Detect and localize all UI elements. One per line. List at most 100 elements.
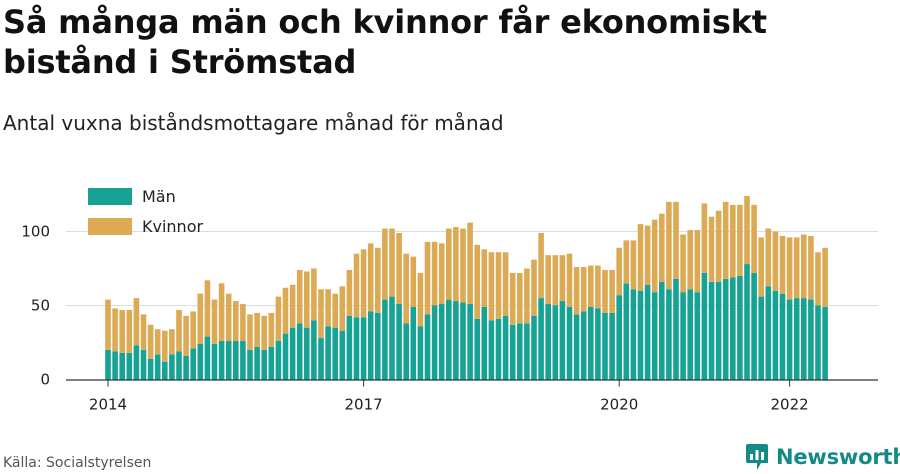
newsworthy-logo-icon <box>746 444 768 470</box>
bar-women <box>616 247 622 296</box>
bar-women <box>424 241 431 315</box>
bar-women <box>722 201 729 279</box>
bar-men <box>453 301 459 380</box>
bar-men <box>616 295 622 380</box>
legend-swatch-men <box>88 188 132 205</box>
bar-women <box>360 249 367 318</box>
bar-women <box>268 312 275 347</box>
bar-men <box>552 305 559 380</box>
bar-women <box>289 284 296 328</box>
bar-women <box>715 210 722 282</box>
bar-women <box>566 253 573 307</box>
bar-men <box>218 341 225 380</box>
axes: 0 50 100 2014 2017 2020 2022 <box>21 223 878 414</box>
bar-women <box>133 298 140 346</box>
bar-men <box>751 272 757 380</box>
bar-men <box>119 352 125 380</box>
stacked-bar-chart: 0 50 100 2014 2017 2020 2022 Män Kvinnor <box>21 187 878 414</box>
bar-women <box>254 312 260 347</box>
bar-women <box>708 216 715 282</box>
bar-men <box>651 292 658 380</box>
bar-men <box>339 330 346 380</box>
bar-women <box>659 213 665 282</box>
brand-name: Newsworthy <box>776 445 900 469</box>
bar-men <box>169 354 175 380</box>
bar-women <box>687 230 693 290</box>
bar-men <box>488 320 495 380</box>
bar-men <box>389 296 395 380</box>
bar-women <box>183 315 189 356</box>
bar-men <box>382 299 388 380</box>
bar-men <box>666 289 672 380</box>
bar-men <box>318 338 324 380</box>
bar-men <box>737 275 743 380</box>
bar-men <box>744 264 750 380</box>
bar-men <box>424 314 431 380</box>
bar-women <box>637 224 644 291</box>
bar-women <box>531 259 537 316</box>
bar-men <box>822 306 828 380</box>
bar-women <box>225 293 232 342</box>
bar-women <box>545 255 551 305</box>
bar-men <box>247 349 253 380</box>
bar-women <box>140 314 147 350</box>
x-tick-label: 2017 <box>345 396 383 414</box>
bar-men <box>112 351 118 380</box>
bar-women <box>247 314 253 350</box>
bar-women <box>112 308 118 352</box>
bar-men <box>446 299 452 380</box>
bar-women <box>580 267 587 312</box>
bar-women <box>438 243 445 305</box>
x-tick-label: 2014 <box>89 396 127 414</box>
bar-men <box>211 343 218 380</box>
bar-women <box>126 309 133 353</box>
bar-men <box>233 341 239 380</box>
bar-women <box>233 301 239 342</box>
y-tick-label: 100 <box>21 223 50 241</box>
bar-men <box>346 315 353 380</box>
bar-women <box>488 252 495 321</box>
bar-men <box>602 312 608 380</box>
bar-men <box>644 284 651 380</box>
bar-men <box>502 315 509 380</box>
bar-women <box>353 253 360 318</box>
bar-men <box>758 296 764 380</box>
bar-men <box>545 304 551 380</box>
bar-women <box>296 269 303 324</box>
bar-women <box>758 237 764 297</box>
bar-women <box>630 240 637 290</box>
bar-women <box>275 296 282 342</box>
bar-men <box>261 349 267 380</box>
bar-women <box>779 235 786 294</box>
bar-men <box>609 312 615 380</box>
bar-women <box>509 272 516 325</box>
legend-label-men: Män <box>142 187 176 206</box>
bar-men <box>801 298 807 380</box>
bar-women <box>332 293 338 328</box>
bar-women <box>346 269 353 316</box>
bar-women <box>801 234 807 299</box>
bar-men <box>254 346 260 380</box>
legend-swatch-women <box>88 218 132 235</box>
bar-men <box>765 286 772 380</box>
bar-women <box>204 280 211 337</box>
bar-men <box>403 323 409 380</box>
bar-men <box>793 298 800 380</box>
bar-men <box>140 349 147 380</box>
bar-women <box>552 255 559 306</box>
bar-men <box>431 305 438 380</box>
bar-men <box>396 304 402 380</box>
bar-women <box>375 247 381 313</box>
bar-men <box>687 289 693 380</box>
bar-women <box>623 240 630 284</box>
bar-women <box>588 265 594 307</box>
bar-men <box>332 327 338 380</box>
bar-women <box>815 252 821 306</box>
bar-women <box>644 225 651 285</box>
bar-men <box>162 361 168 380</box>
bar-women <box>474 244 480 319</box>
bar-men <box>154 354 161 380</box>
bar-men <box>722 278 729 380</box>
bar-women <box>772 231 779 291</box>
bar-women <box>339 286 346 331</box>
